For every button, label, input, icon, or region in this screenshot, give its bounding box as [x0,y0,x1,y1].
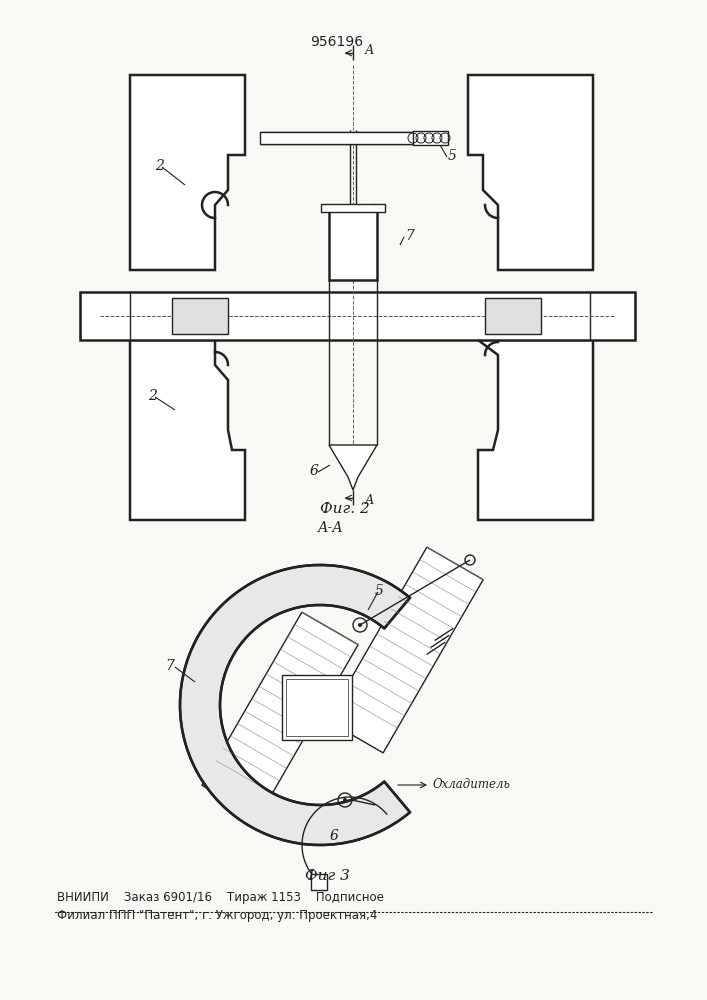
Polygon shape [478,340,593,520]
Text: ВНИИПИ    Заказ 6901/16    Тираж 1153    Подписное: ВНИИПИ Заказ 6901/16 Тираж 1153 Подписно… [57,891,384,904]
Text: 2: 2 [148,389,157,403]
Polygon shape [327,547,483,753]
Text: А: А [365,493,375,506]
Circle shape [358,623,362,627]
Polygon shape [180,565,410,845]
Bar [485,298,541,334]
Polygon shape [130,75,245,270]
Text: 2: 2 [155,159,164,173]
Polygon shape [202,612,358,818]
Bar [286,679,348,736]
Text: 6: 6 [310,464,319,478]
Text: 956196: 956196 [310,35,363,49]
Text: 6: 6 [330,829,339,843]
Text: Филиал ППП "Патент", г. Ужгород, ул. Проектная,4: Филиал ППП "Патент", г. Ужгород, ул. Про… [57,909,378,922]
Text: А-А: А-А [318,521,344,535]
Bar [329,208,377,280]
Polygon shape [80,292,635,340]
Text: 7: 7 [405,229,414,243]
Bar [321,204,385,212]
Text: А: А [365,43,375,56]
Bar [413,131,448,145]
Bar [282,675,352,740]
Text: Фиг. 2: Фиг. 2 [320,502,370,516]
Text: 5: 5 [375,584,384,598]
Circle shape [343,798,347,802]
Polygon shape [329,445,377,490]
Text: 5: 5 [448,149,457,163]
Bar [311,874,327,890]
Bar [172,298,228,334]
Polygon shape [468,75,593,270]
Text: Фиг 3: Фиг 3 [305,869,350,883]
Text: 7: 7 [165,659,174,673]
Bar [260,132,435,144]
Text: Охладитель: Охладитель [433,778,511,791]
Polygon shape [130,340,245,520]
